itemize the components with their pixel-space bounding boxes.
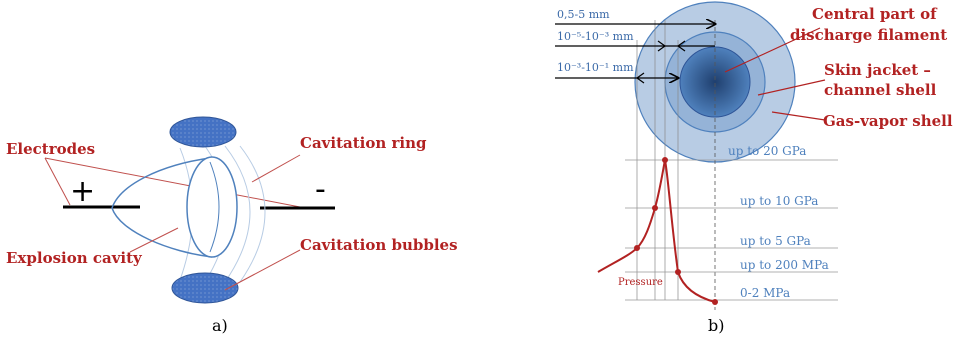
cavitation-bubbles-leader	[224, 249, 301, 291]
gas-vapor-shell-label: Gas-vapor shell	[823, 112, 953, 130]
dimension-label-outer: 0,5-5 mm	[557, 8, 610, 21]
explosion-cavity	[111, 157, 213, 258]
panel-a-caption: a)	[212, 316, 228, 335]
panel-a: + - Electrodes Cavitation ring Cavitatio…	[6, 116, 458, 335]
gas-vapor-leader	[771, 111, 826, 121]
cavitation-bubble-bottom	[171, 272, 239, 304]
central-part-label-line2: discharge filament	[790, 26, 947, 44]
skin-jacket-leader	[757, 79, 826, 96]
dimension-arrow-skin-head	[657, 40, 667, 52]
central-part-leader	[724, 27, 821, 73]
plus-sign: +	[70, 174, 95, 209]
explosion-cavity-label: Explosion cavity	[6, 249, 143, 267]
pressure-label: Pressure	[618, 277, 663, 288]
electrodes-leader-line	[44, 157, 301, 208]
dimension-arrow-skin-head	[676, 40, 686, 52]
skin-jacket-label-line2: channel shell	[824, 81, 937, 99]
pressure-point	[662, 157, 668, 163]
cavitation-bubbles-label: Cavitation bubbles	[300, 236, 458, 254]
pressure-level-label: up to 10 GPa	[740, 194, 818, 208]
electrodes-label: Electrodes	[6, 140, 95, 158]
explosion-cavity-leader	[129, 227, 179, 253]
central-part-label: Central part of	[812, 5, 938, 23]
cavitation-ring-label: Cavitation ring	[300, 134, 427, 152]
pressure-level-label: up to 5 GPa	[740, 234, 811, 248]
dimension-label-skin: 10⁻⁵-10⁻³ mm	[557, 30, 634, 43]
pressure-level-label: up to 200 MPa	[740, 258, 829, 272]
electrodes-leader-line	[44, 157, 71, 206]
pressure-level-label: 0-2 MPa	[740, 286, 790, 300]
central-filament-core	[679, 46, 751, 118]
minus-sign: -	[315, 172, 326, 207]
pressure-point	[634, 245, 640, 251]
panel-b: 0,5-5 mm 10⁻⁵-10⁻³ mm 10⁻³-10⁻¹ mm Centr…	[555, 1, 953, 335]
dimension-label-core: 10⁻³-10⁻¹ mm	[557, 61, 634, 74]
cavitation-ring-arc	[239, 145, 266, 283]
panel-b-caption: b)	[708, 316, 724, 335]
cavity-front-ellipse	[186, 156, 238, 258]
pressure-level-label: up to 20 GPa	[728, 144, 806, 158]
skin-jacket-label: Skin jacket –	[824, 61, 931, 79]
cavitation-ring-leader	[251, 154, 301, 183]
dimension-arrow-core-head	[635, 72, 645, 84]
pressure-point	[652, 205, 658, 211]
cavity-inner-arc	[209, 161, 220, 253]
cavitation-ring-arc	[224, 145, 251, 283]
cavitation-bubble-top	[169, 116, 237, 148]
pressure-point	[675, 269, 681, 275]
pressure-point	[712, 299, 718, 305]
